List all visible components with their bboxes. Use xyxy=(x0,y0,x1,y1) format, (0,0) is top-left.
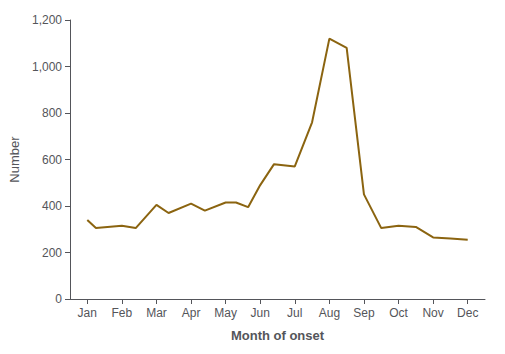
svg-text:1,200: 1,200 xyxy=(32,13,62,27)
svg-text:200: 200 xyxy=(42,246,62,260)
svg-text:400: 400 xyxy=(42,199,62,213)
svg-text:600: 600 xyxy=(42,153,62,167)
svg-text:Jan: Jan xyxy=(78,306,97,320)
svg-text:Month of onset: Month of onset xyxy=(231,328,325,343)
svg-text:Sep: Sep xyxy=(353,306,375,320)
svg-text:Nov: Nov xyxy=(422,306,443,320)
svg-text:Oct: Oct xyxy=(389,306,408,320)
svg-text:Number: Number xyxy=(7,136,22,183)
svg-text:May: May xyxy=(214,306,237,320)
svg-text:Aug: Aug xyxy=(319,306,340,320)
svg-text:Mar: Mar xyxy=(146,306,167,320)
svg-text:Feb: Feb xyxy=(112,306,133,320)
svg-text:800: 800 xyxy=(42,106,62,120)
svg-text:Dec: Dec xyxy=(457,306,478,320)
svg-text:Jul: Jul xyxy=(287,306,302,320)
svg-text:Apr: Apr xyxy=(182,306,201,320)
svg-text:Jun: Jun xyxy=(251,306,270,320)
svg-text:1,000: 1,000 xyxy=(32,60,62,74)
svg-text:0: 0 xyxy=(55,292,62,306)
